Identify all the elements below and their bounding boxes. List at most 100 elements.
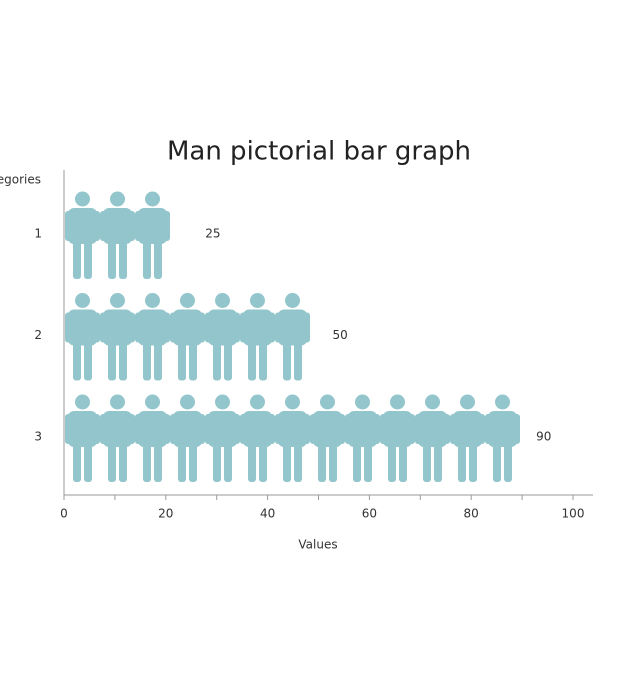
icon-part	[84, 237, 92, 279]
icon-part	[224, 440, 232, 482]
icon-part	[208, 309, 237, 346]
icon-part	[408, 414, 415, 444]
icon-part	[504, 440, 512, 482]
icon-part	[275, 414, 282, 444]
icon-part	[138, 309, 167, 346]
icon-part	[154, 237, 162, 279]
icon-part	[189, 440, 197, 482]
icon-part	[65, 211, 72, 241]
icon-part	[313, 411, 342, 447]
icon-part	[348, 411, 377, 447]
icon-part	[93, 211, 100, 241]
icon-part	[278, 309, 307, 346]
icon-part	[275, 312, 282, 343]
y-axis-label: Categories	[0, 173, 41, 187]
icon-part	[73, 338, 81, 381]
icon-part	[285, 394, 300, 410]
icon-part	[318, 440, 326, 482]
icon-part	[488, 411, 517, 447]
bar	[65, 191, 170, 279]
icon-part	[353, 440, 361, 482]
icon-part	[170, 414, 177, 444]
icon-part	[180, 394, 195, 410]
icon-part	[65, 414, 72, 444]
icon-part	[143, 237, 151, 279]
icon-part	[495, 394, 510, 410]
icon-part	[399, 440, 407, 482]
value-label: 50	[333, 328, 348, 342]
icon-part	[259, 338, 267, 381]
icon-part	[215, 293, 230, 308]
icon-part	[108, 440, 116, 482]
icon-part	[383, 411, 412, 447]
icon-part	[119, 338, 127, 381]
icon-part	[180, 293, 195, 308]
icon-part	[294, 440, 302, 482]
y-tick-label: 3	[34, 430, 42, 444]
icon-part	[213, 338, 221, 381]
icon-part	[198, 312, 205, 343]
icon-part	[283, 338, 291, 381]
icon-part	[75, 293, 90, 308]
icon-part	[215, 394, 230, 410]
icon-part	[128, 211, 135, 241]
icon-part	[110, 191, 125, 207]
icon-part	[108, 237, 116, 279]
icon-part	[355, 394, 370, 410]
icon-part	[250, 293, 265, 308]
icon-part	[173, 309, 202, 346]
icon-part	[100, 414, 107, 444]
value-label: 25	[205, 227, 220, 241]
icon-part	[138, 208, 167, 244]
icon-part	[453, 411, 482, 447]
icon-part	[145, 394, 160, 410]
icon-part	[100, 312, 107, 343]
icon-part	[278, 411, 307, 447]
x-tick-label: 20	[158, 507, 173, 521]
icon-part	[373, 414, 380, 444]
icon-part	[143, 440, 151, 482]
icon-part	[240, 414, 247, 444]
icon-part	[154, 338, 162, 381]
icon-part	[425, 394, 440, 410]
icon-part	[73, 237, 81, 279]
icon-part	[173, 411, 202, 447]
chart-title: Man pictorial bar graph	[167, 137, 471, 167]
icon-part	[338, 414, 345, 444]
icon-part	[513, 414, 520, 444]
icon-part	[294, 338, 302, 381]
icon-part	[68, 309, 97, 346]
icon-part	[443, 414, 450, 444]
icon-part	[128, 312, 135, 343]
icon-part	[250, 394, 265, 410]
icon-part	[329, 440, 337, 482]
icon-part	[285, 293, 300, 308]
icon-part	[434, 440, 442, 482]
icon-part	[450, 414, 457, 444]
icon-part	[303, 414, 310, 444]
x-tick-label: 80	[464, 507, 479, 521]
icon-part	[103, 309, 132, 346]
icon-part	[103, 411, 132, 447]
icon-part	[248, 338, 256, 381]
icon-part	[93, 312, 100, 343]
icon-part	[240, 312, 247, 343]
icon-part	[135, 414, 142, 444]
icon-part	[268, 312, 275, 343]
icon-part	[233, 414, 240, 444]
icon-part	[163, 312, 170, 343]
x-tick-label: 40	[260, 507, 275, 521]
icon-part	[119, 440, 127, 482]
icon-part	[380, 414, 387, 444]
icon-part	[259, 440, 267, 482]
icon-part	[243, 309, 272, 346]
icon-part	[135, 211, 142, 241]
icon-part	[84, 338, 92, 381]
bar	[65, 293, 310, 381]
icon-part	[320, 394, 335, 410]
icon-part	[189, 338, 197, 381]
icon-part	[68, 208, 97, 244]
icon-part	[248, 440, 256, 482]
icon-part	[390, 394, 405, 410]
